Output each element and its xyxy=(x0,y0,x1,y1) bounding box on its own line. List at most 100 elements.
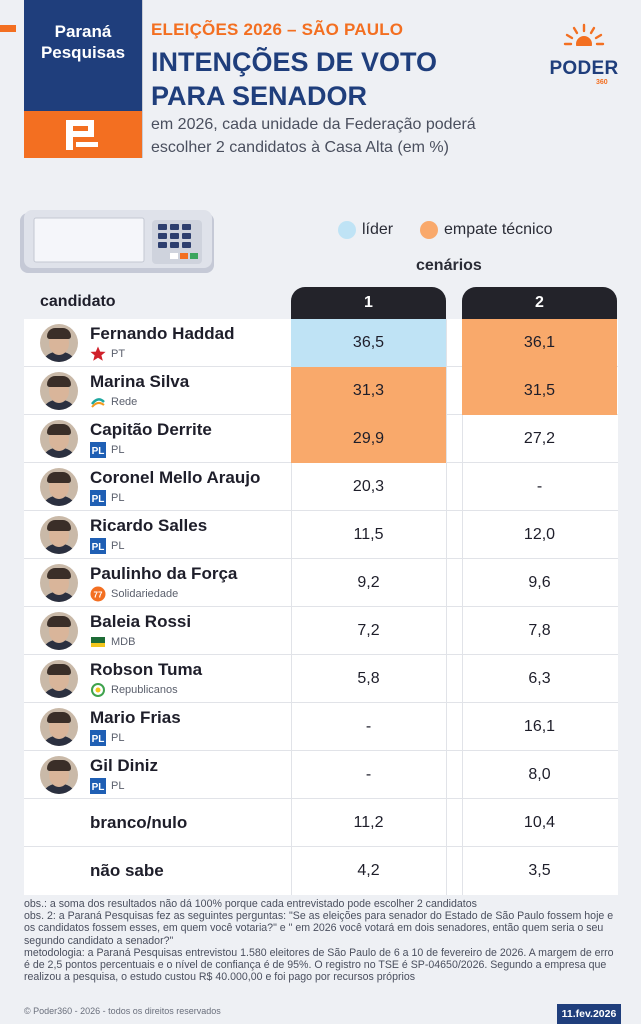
subtitle: em 2026, cada unidade da Federação poder… xyxy=(151,113,531,159)
title-line-2: PARA SENADOR xyxy=(151,81,368,111)
column-separator xyxy=(446,607,447,655)
column-separator xyxy=(291,703,292,751)
brand-line-1: Paraná xyxy=(54,22,112,41)
party-tag: PL PL xyxy=(90,442,124,458)
party-tag: PL PL xyxy=(90,490,124,506)
scenario-1-value: 9,2 xyxy=(357,574,380,591)
column-separator xyxy=(446,511,447,559)
column-separator xyxy=(446,367,447,415)
pl-icon: PL xyxy=(90,538,106,554)
pl-icon: PL xyxy=(90,442,106,458)
scenario-1-value: 31,3 xyxy=(291,367,446,415)
column-separator xyxy=(446,415,447,463)
table-row: Gil Diniz PL PL - 8,0 xyxy=(24,751,618,799)
table-row: não sabe 4,2 3,5 xyxy=(24,847,618,895)
svg-text:PL: PL xyxy=(92,446,105,457)
brand-line-2: Pesquisas xyxy=(40,43,126,62)
candidate-name: Robson Tuma xyxy=(90,660,203,679)
note-methodology: metodologia: a Paraná Pesquisas entrevis… xyxy=(24,946,614,984)
candidate-column-header: candidato xyxy=(40,293,116,310)
legend-leader: líder xyxy=(338,221,393,239)
scenario-2-value: 10,4 xyxy=(523,814,556,831)
pl-icon: PL xyxy=(90,490,106,506)
table-row: Robson Tuma Republicanos 5,8 6,3 xyxy=(24,655,618,703)
party-name: Solidariedade xyxy=(111,588,179,600)
scenario-2-value: 36,1 xyxy=(462,319,617,367)
column-separator xyxy=(291,847,292,895)
scenario-1-value: - xyxy=(365,718,372,735)
candidate-photo xyxy=(40,564,78,602)
scenario-2-value: 9,6 xyxy=(528,574,551,591)
scenario-2-value: 7,8 xyxy=(528,622,551,639)
scenario-2-value: 16,1 xyxy=(523,718,556,735)
candidate-photo xyxy=(40,420,78,458)
subtitle-line-2: escolher 2 candidatos à Casa Alta (em %) xyxy=(151,139,449,156)
scenario-1-value: 11,2 xyxy=(353,814,384,831)
party-name: MDB xyxy=(111,636,136,648)
sun-icon xyxy=(562,23,606,54)
scenario-1-value: 20,3 xyxy=(352,478,385,495)
solidariedade-icon: 77 xyxy=(90,586,106,602)
candidate-photo xyxy=(40,516,78,554)
table-row: Ricardo Salles PL PL 11,5 12,0 xyxy=(24,511,618,559)
table-row: branco/nulo 11,2 10,4 xyxy=(24,799,618,847)
column-separator xyxy=(446,319,447,367)
column-separator xyxy=(291,559,292,607)
scenario-1-value: 5,8 xyxy=(357,670,380,687)
svg-text:77: 77 xyxy=(94,591,103,600)
pl-icon: PL xyxy=(90,778,106,794)
candidate-photo xyxy=(40,660,78,698)
scenario-2-value: 31,5 xyxy=(462,367,617,415)
column-separator xyxy=(462,559,463,607)
tie-dot-icon xyxy=(420,221,438,239)
party-name: PL xyxy=(111,492,125,504)
svg-text:PL: PL xyxy=(92,782,105,793)
accent-bar xyxy=(0,25,16,32)
party-tag: MDB xyxy=(90,634,135,650)
column-separator xyxy=(291,751,292,799)
svg-text:PL: PL xyxy=(92,542,105,553)
scenario-2-value: 27,2 xyxy=(523,430,556,447)
column-separator xyxy=(462,847,463,895)
scenario-1-value: - xyxy=(365,766,372,783)
scenario-2-value: - xyxy=(536,478,543,495)
candidate-photo xyxy=(40,612,78,650)
page-title: INTENÇÕES DE VOTO PARA SENADOR xyxy=(151,45,511,113)
copyright: © Poder360 - 2026 - todos os direitos re… xyxy=(24,1006,221,1016)
column-separator xyxy=(446,847,447,895)
table-row: Mario Frias PL PL - 16,1 xyxy=(24,703,618,751)
republicanos-icon xyxy=(90,682,106,698)
candidate-name: branco/nulo xyxy=(90,813,188,832)
candidate-name: Mario Frias xyxy=(90,708,181,727)
candidate-name: não sabe xyxy=(90,861,164,880)
scenario-1-value: 11,5 xyxy=(353,526,384,543)
party-name: Rede xyxy=(111,396,138,408)
party-tag: PL PL xyxy=(90,538,124,554)
column-separator xyxy=(462,415,463,463)
leader-dot-icon xyxy=(338,221,356,239)
legend-tie-label: empate técnico xyxy=(444,221,553,238)
header: Paraná Pesquisas ELEIÇÕES 2026 – SÃO PAU… xyxy=(0,0,641,196)
ballot-machine-illustration xyxy=(20,210,214,273)
column-separator xyxy=(462,799,463,847)
party-tag: 77 Solidariedade xyxy=(90,586,178,602)
column-separator xyxy=(291,799,292,847)
column-separator xyxy=(291,511,292,559)
party-tag: PL PL xyxy=(90,778,124,794)
candidate-photo xyxy=(40,372,78,410)
scenario-1-value: 7,2 xyxy=(357,622,380,639)
table-row: Paulinho da Força 77 Solidariedade 9,2 9,6 xyxy=(24,559,618,607)
candidate-name: Gil Diniz xyxy=(90,756,158,775)
party-name: Republicanos xyxy=(111,684,178,696)
scenario-2-value: 8,0 xyxy=(528,766,551,783)
candidate-name: Fernando Haddad xyxy=(90,324,235,343)
column-separator xyxy=(462,463,463,511)
column-separator xyxy=(462,607,463,655)
table-row: Coronel Mello Araujo PL PL 20,3 - xyxy=(24,463,618,511)
table-row: Capitão Derrite PL PL 29,9 27,2 xyxy=(24,415,618,463)
poder360-logo: PODER 360 xyxy=(548,22,620,88)
party-name: PL xyxy=(111,540,125,552)
column-separator xyxy=(462,703,463,751)
column-separator xyxy=(446,799,447,847)
mdb-icon xyxy=(90,634,106,650)
